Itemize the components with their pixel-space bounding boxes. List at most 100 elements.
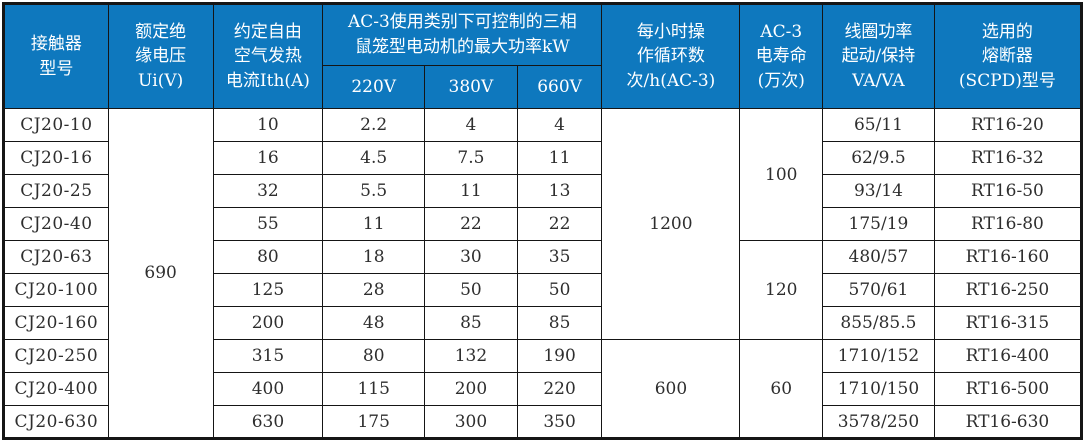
- cell-fuse-type: RT16-500: [933, 372, 1083, 406]
- cell-power-380v: 200: [424, 372, 518, 406]
- cell-power-380v: 22: [424, 207, 518, 241]
- cell-cycles-per-hour: 1200: [601, 108, 741, 340]
- cell-power-660v: 220: [516, 372, 603, 406]
- cell-power-380v: 11: [424, 174, 518, 208]
- header-220v: 220V: [322, 65, 426, 109]
- table-row: CJ20-40 55 11 22 22 175/19 RT16-80: [3, 207, 1083, 241]
- cell-thermal-current: 630: [212, 405, 324, 439]
- cell-power-660v: 85: [516, 306, 603, 340]
- cell-electrical-life: 60: [739, 339, 824, 439]
- cell-power-220v: 18: [322, 240, 426, 274]
- cell-model: CJ20-16: [3, 141, 109, 175]
- cell-coil-power: 3578/250: [822, 405, 935, 439]
- cell-power-220v: 115: [322, 372, 426, 406]
- cell-model: CJ20-63: [3, 240, 109, 274]
- cell-fuse-type: RT16-20: [933, 108, 1083, 142]
- cell-power-220v: 175: [322, 405, 426, 439]
- cell-power-380v: 50: [424, 273, 518, 307]
- header-model: 接触器 型号: [3, 3, 109, 109]
- cell-power-380v: 4: [424, 108, 518, 142]
- cell-thermal-current: 400: [212, 372, 324, 406]
- cell-model: CJ20-400: [3, 372, 109, 406]
- cell-thermal-current: 16: [212, 141, 324, 175]
- cell-model: CJ20-630: [3, 405, 109, 439]
- cell-model: CJ20-160: [3, 306, 109, 340]
- table-row: CJ20-16 16 4.5 7.5 11 62/9.5 RT16-32: [3, 141, 1083, 175]
- header-fuse-type: 选用的 熔断器 (SCPD)型号: [933, 3, 1083, 109]
- cell-cycles-per-hour: 600: [601, 339, 741, 439]
- cell-power-220v: 4.5: [322, 141, 426, 175]
- header-660v: 660V: [516, 65, 603, 109]
- table-row: CJ20-250 315 80 132 190 600 60 1710/152 …: [3, 339, 1083, 439]
- cell-thermal-current: 55: [212, 207, 324, 241]
- table-row: CJ20-100 125 28 50 50 570/61 RT16-250: [3, 273, 1083, 307]
- cell-power-380v: 7.5: [424, 141, 518, 175]
- cell-fuse-type: RT16-630: [933, 405, 1083, 439]
- cell-insulation-voltage: 690: [107, 108, 214, 439]
- header-380v: 380V: [424, 65, 518, 109]
- cell-power-660v: 190: [516, 339, 603, 373]
- table-row: CJ20-400 400 115 200 220 1710/150 RT16-5…: [3, 372, 1083, 406]
- cell-coil-power: 1710/150: [822, 372, 935, 406]
- cell-power-660v: 4: [516, 108, 603, 142]
- cell-coil-power: 1710/152: [822, 339, 935, 373]
- header-electrical-life: AC-3 电寿命 (万次): [739, 3, 824, 109]
- cell-fuse-type: RT16-315: [933, 306, 1083, 340]
- cell-power-220v: 48: [322, 306, 426, 340]
- cell-power-660v: 11: [516, 141, 603, 175]
- cell-electrical-life: 100: [739, 108, 824, 241]
- cell-power-220v: 2.2: [322, 108, 426, 142]
- cell-thermal-current: 10: [212, 108, 324, 142]
- table-row: CJ20-10 690 10 2.2 4 4 1200 100 65/11 RT…: [3, 108, 1083, 439]
- cell-coil-power: 175/19: [822, 207, 935, 241]
- cell-power-660v: 35: [516, 240, 603, 274]
- cell-coil-power: 62/9.5: [822, 141, 935, 175]
- cell-fuse-type: RT16-50: [933, 174, 1083, 208]
- table-row: CJ20-630 630 175 300 350 3578/250 RT16-6…: [3, 405, 1083, 439]
- cell-power-660v: 350: [516, 405, 603, 439]
- cell-power-380v: 300: [424, 405, 518, 439]
- cell-coil-power: 65/11: [822, 108, 935, 142]
- cell-model: CJ20-10: [3, 108, 109, 142]
- cell-thermal-current: 315: [212, 339, 324, 373]
- header-thermal-current: 约定自由 空气发热 电流Ith(A): [212, 3, 324, 109]
- header-coil-power: 线圈功率 起动/保持 VA/VA: [822, 3, 935, 109]
- cell-fuse-type: RT16-32: [933, 141, 1083, 175]
- table-row: CJ20-63 80 18 30 35 120 480/57 RT16-160: [3, 240, 1083, 340]
- cell-fuse-type: RT16-400: [933, 339, 1083, 373]
- cell-power-220v: 11: [322, 207, 426, 241]
- cell-power-660v: 13: [516, 174, 603, 208]
- cell-thermal-current: 32: [212, 174, 324, 208]
- cell-thermal-current: 125: [212, 273, 324, 307]
- cell-model: CJ20-250: [3, 339, 109, 373]
- cell-coil-power: 855/85.5: [822, 306, 935, 340]
- table-row: CJ20-25 32 5.5 11 13 93/14 RT16-50: [3, 174, 1083, 208]
- cell-power-220v: 28: [322, 273, 426, 307]
- cell-electrical-life: 120: [739, 240, 824, 340]
- cell-power-220v: 80: [322, 339, 426, 373]
- cell-thermal-current: 80: [212, 240, 324, 274]
- header-cycles-per-hour: 每小时操 作循环数 次/h(AC-3): [601, 3, 741, 109]
- cell-power-660v: 22: [516, 207, 603, 241]
- cell-coil-power: 480/57: [822, 240, 935, 274]
- cell-coil-power: 570/61: [822, 273, 935, 307]
- cell-power-380v: 85: [424, 306, 518, 340]
- header-insulation-voltage: 额定绝 缘电压 Ui(V): [107, 3, 214, 109]
- table-header: 接触器 型号 额定绝 缘电压 Ui(V) 约定自由 空气发热 电流Ith(A) …: [3, 3, 1083, 109]
- cell-power-380v: 132: [424, 339, 518, 373]
- cell-fuse-type: RT16-250: [933, 273, 1083, 307]
- header-ac3-max-power: AC-3使用类别下可控制的三相 鼠笼型电动机的最大功率kW: [322, 3, 603, 66]
- cell-power-380v: 30: [424, 240, 518, 274]
- cell-fuse-type: RT16-80: [933, 207, 1083, 241]
- cell-thermal-current: 200: [212, 306, 324, 340]
- table-body: CJ20-10 690 10 2.2 4 4 1200 100 65/11 RT…: [3, 108, 1083, 439]
- cell-model: CJ20-100: [3, 273, 109, 307]
- cell-model: CJ20-25: [3, 174, 109, 208]
- cell-fuse-type: RT16-160: [933, 240, 1083, 274]
- cell-power-660v: 50: [516, 273, 603, 307]
- cell-model: CJ20-40: [3, 207, 109, 241]
- cell-coil-power: 93/14: [822, 174, 935, 208]
- cell-power-220v: 5.5: [322, 174, 426, 208]
